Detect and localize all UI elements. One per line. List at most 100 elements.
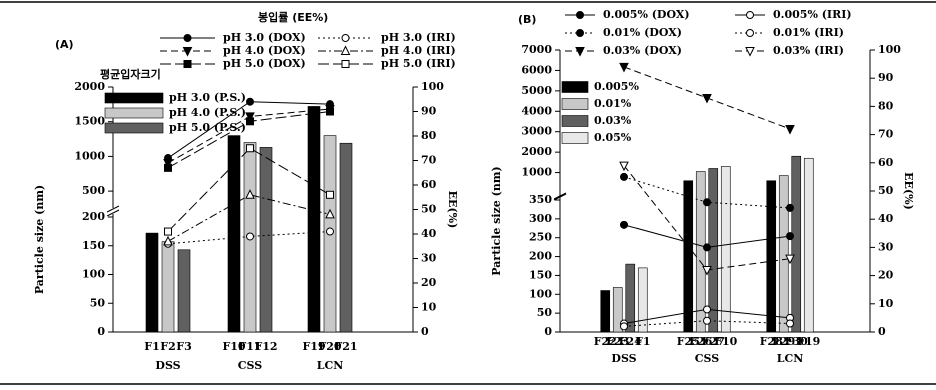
y2-tick-label: 70	[421, 154, 437, 167]
legend-label: 0.03%	[594, 114, 632, 127]
x-tick-label: F22	[594, 335, 617, 348]
ee-marker	[786, 319, 794, 328]
x-tick-label: F12	[254, 340, 277, 353]
y2-tick-label: 100	[421, 80, 444, 93]
legend-marker	[746, 29, 754, 37]
y-tick-label: 50	[537, 306, 553, 319]
ee-marker	[246, 97, 254, 106]
legend-marker	[182, 47, 193, 57]
legend-label: 0.005%	[594, 80, 639, 93]
y2-axis-title: EE(%)	[902, 172, 915, 210]
bar	[791, 155, 802, 333]
legend-marker	[746, 11, 754, 19]
legend-label: 0.03% (IRI)	[773, 44, 844, 57]
ee-marker	[245, 112, 255, 123]
y-tick-label: 0	[544, 325, 552, 338]
panel-label: (B)	[518, 13, 536, 26]
bar	[145, 232, 159, 333]
legend-label: 0.01% (DOX)	[603, 26, 682, 39]
y2-tick-label: 100	[878, 43, 901, 56]
y-tick-label: 100	[529, 287, 552, 300]
group-label: CSS	[695, 352, 719, 365]
legend-label: 0.01% (IRI)	[773, 26, 844, 39]
y-tick-label: 50	[90, 296, 106, 309]
x-tick-label: F23	[606, 335, 629, 348]
y2-tick-label: 60	[421, 178, 437, 191]
ee-marker	[619, 62, 629, 73]
y-axis-title: Particle size (nm)	[33, 185, 46, 294]
legend-swatch	[561, 98, 589, 110]
legend-label: pH 4.0 (IRI)	[381, 44, 456, 57]
legend-label: pH 3.0 (DOX)	[223, 31, 306, 44]
bar	[803, 157, 814, 333]
y-tick-label: 1000	[74, 149, 105, 162]
panel-label: (A)	[55, 38, 74, 51]
ee-marker	[326, 190, 334, 199]
legend-title: 평균입자크기	[100, 67, 161, 81]
x-tick-label: F21	[334, 340, 357, 353]
legend-label: pH 3.0 (P.S.)	[169, 91, 246, 104]
bar	[683, 180, 694, 333]
y2-tick-label: 20	[421, 276, 437, 289]
y2-tick-label: 50	[878, 184, 894, 197]
y-tick-label: 350	[529, 193, 552, 206]
y2-tick-label: 20	[878, 269, 894, 282]
ee-marker	[702, 93, 712, 104]
legend-marker	[575, 47, 585, 57]
y-tick-label: 500	[82, 184, 105, 197]
y2-tick-label: 10	[421, 301, 437, 314]
legend-label: pH 4.0 (P.S.)	[169, 106, 246, 119]
ee-line	[167, 147, 331, 232]
ee-marker	[326, 107, 334, 116]
legend-label: pH 5.0 (DOX)	[223, 57, 306, 70]
ee-marker	[620, 220, 628, 229]
y-tick-label: 1000	[521, 166, 552, 179]
bar	[307, 106, 321, 333]
y2-tick-label: 90	[421, 105, 437, 118]
ee-marker	[246, 117, 254, 126]
ee-marker	[325, 208, 335, 219]
legend-marker	[340, 45, 351, 55]
ee-marker	[326, 227, 334, 236]
y-tick-label: 150	[529, 268, 552, 281]
y2-tick-label: 10	[878, 297, 894, 310]
x-tick-label: F20	[318, 340, 341, 353]
y-tick-label: 2000	[521, 145, 552, 158]
x-tick-label: F1	[144, 340, 159, 353]
x-tick-label: F25	[677, 335, 700, 348]
legend-label: 0.01%	[594, 97, 632, 110]
ee-line	[623, 165, 791, 271]
legend-swatch	[104, 107, 164, 119]
y2-tick-label: 30	[421, 252, 437, 265]
ee-line	[167, 231, 331, 245]
bar	[625, 263, 636, 333]
ee-marker	[785, 124, 795, 135]
y2-tick-label: 80	[421, 129, 437, 142]
x-tick-label: F3	[176, 340, 191, 353]
y2-tick-label: 70	[878, 128, 894, 141]
y-tick-label: 250	[529, 231, 552, 244]
group-label: LCN	[317, 359, 344, 372]
legend-marker	[341, 34, 350, 42]
bar	[227, 135, 241, 333]
y-tick-label: 7000	[521, 43, 552, 56]
y-axis-title: Particle size (nm)	[490, 166, 503, 275]
ee-marker	[703, 316, 711, 325]
y-tick-label: 150	[82, 239, 105, 252]
ee-marker	[163, 235, 173, 246]
y2-tick-label: 0	[421, 325, 429, 338]
x-tick-label: F26	[689, 335, 712, 348]
x-tick-label: F28	[760, 335, 783, 348]
y-tick-label: 200	[529, 250, 552, 263]
legend-label: pH 5.0 (P.S.)	[169, 121, 246, 134]
y-tick-label: 0	[97, 325, 105, 338]
ee-marker	[245, 189, 255, 199]
legend-marker	[576, 29, 584, 37]
bar	[612, 287, 623, 333]
y2-tick-label: 30	[878, 240, 894, 253]
y-tick-label: 5000	[521, 84, 552, 97]
legend-title: 봉입률 (EE%)	[258, 11, 328, 24]
ee-marker	[163, 158, 173, 169]
legend-label: pH 4.0 (DOX)	[223, 44, 306, 57]
